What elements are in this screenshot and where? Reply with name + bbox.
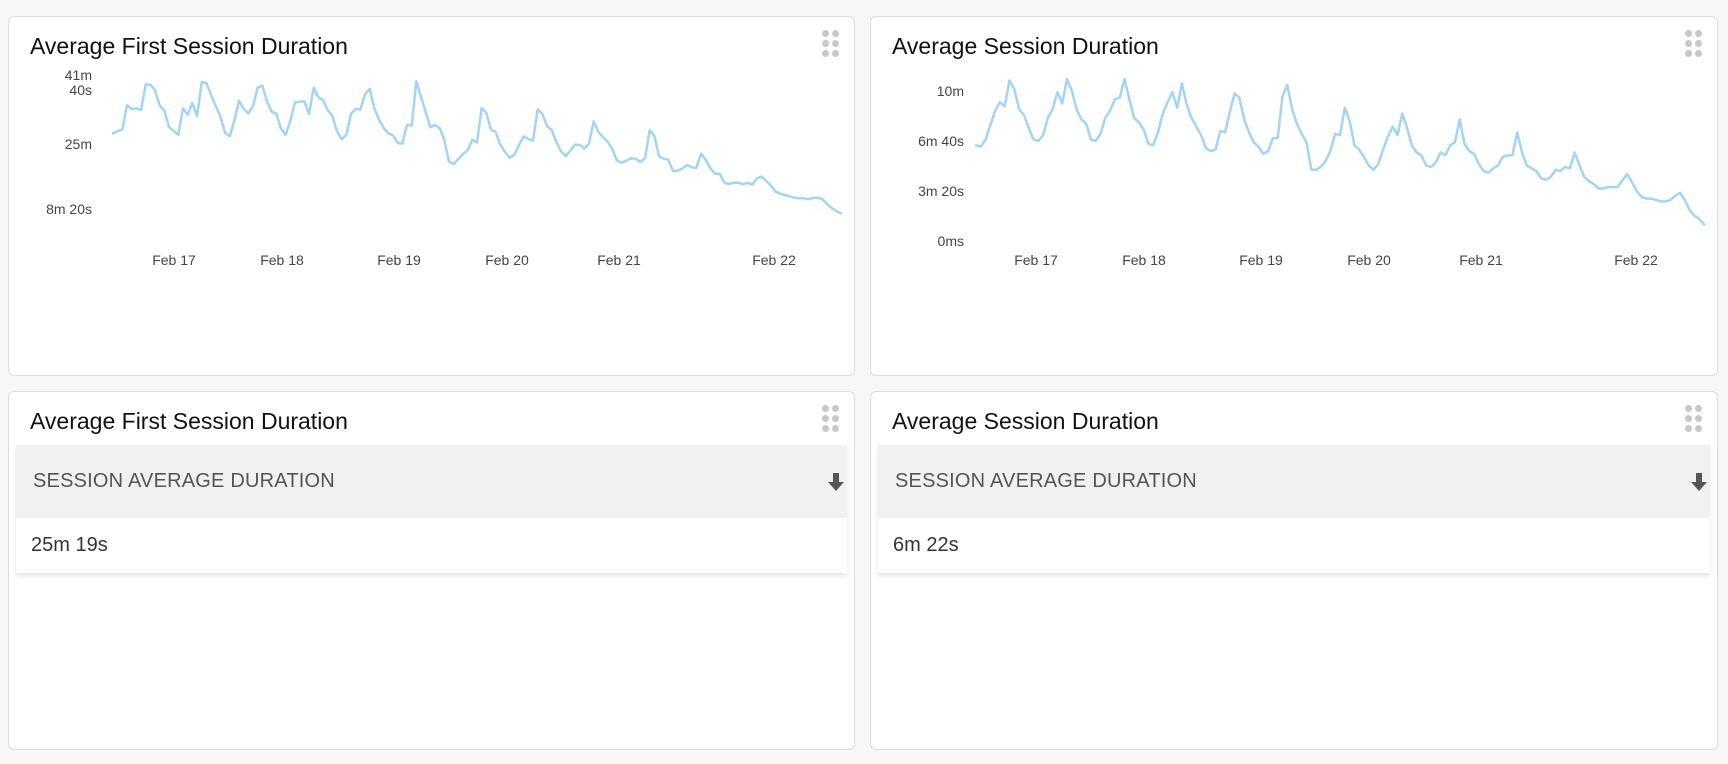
x-tick-label: Feb 22 <box>752 252 796 268</box>
card-title: Average First Session Duration <box>30 408 348 434</box>
table-cell-value: 25m 19s <box>16 518 847 573</box>
card-title: Average Session Duration <box>892 33 1159 59</box>
column-header-label: SESSION AVERAGE DURATION <box>895 470 1197 492</box>
x-tick-label: Feb 21 <box>597 252 641 268</box>
y-tick-label: 6m 40s <box>918 133 964 149</box>
x-tick-label: Feb 21 <box>1459 252 1503 268</box>
series-line[interactable] <box>111 80 843 215</box>
line-chart: 10m 6m 40s 3m 20s 0ms Feb 17 Feb 18 Feb 19 Feb … <box>918 77 1706 268</box>
y-tick-label: 40s <box>69 82 92 98</box>
x-tick-label: Feb 20 <box>485 252 529 268</box>
y-tick-label: 8m 20s <box>46 201 92 217</box>
x-tick-label: Feb 17 <box>1014 252 1058 268</box>
table-header[interactable]: SESSION AVERAGE DURATION <box>878 445 1710 518</box>
y-tick-label: 3m 20s <box>918 183 964 199</box>
sort-descending-icon[interactable] <box>1690 472 1708 492</box>
x-tick-label: Feb 17 <box>152 252 196 268</box>
card-title: Average First Session Duration <box>30 33 348 59</box>
series-line[interactable] <box>974 77 1706 226</box>
y-tick-label: 0ms <box>938 233 964 249</box>
drag-handle-icon[interactable] <box>1685 405 1702 432</box>
chart-card-first-session: Average First Session Duration 41m 40s 25m… <box>8 16 855 376</box>
drag-handle-icon[interactable] <box>1685 30 1702 57</box>
y-tick-label: 10m <box>937 83 964 99</box>
x-tick-label: Feb 19 <box>1239 252 1283 268</box>
x-tick-label: Feb 19 <box>377 252 421 268</box>
y-tick-label: 25m <box>65 136 92 152</box>
metric-table: SESSION AVERAGE DURATION 25m 19s <box>16 445 847 573</box>
column-header-label: SESSION AVERAGE DURATION <box>33 470 335 492</box>
x-tick-label: Feb 20 <box>1347 252 1391 268</box>
x-tick-label: Feb 18 <box>1122 252 1166 268</box>
x-tick-label: Feb 22 <box>1614 252 1658 268</box>
drag-handle-icon[interactable] <box>822 30 839 57</box>
y-tick-label: 41m <box>65 67 92 83</box>
table-card-session: Average Session Duration SESSION AVERAGE… <box>870 391 1718 750</box>
table-card-first-session: Average First Session Duration SESSION A… <box>8 391 855 750</box>
table-cell-value: 6m 22s <box>878 518 1710 573</box>
x-tick-label: Feb 18 <box>260 252 304 268</box>
metric-table: SESSION AVERAGE DURATION 6m 22s <box>878 445 1710 573</box>
sort-descending-icon[interactable] <box>827 472 845 492</box>
card-title: Average Session Duration <box>892 408 1159 434</box>
drag-handle-icon[interactable] <box>822 405 839 432</box>
chart-card-session: Average Session Duration 10m 6m 40s 3m 20s… <box>870 16 1718 376</box>
table-header[interactable]: SESSION AVERAGE DURATION <box>16 445 847 518</box>
